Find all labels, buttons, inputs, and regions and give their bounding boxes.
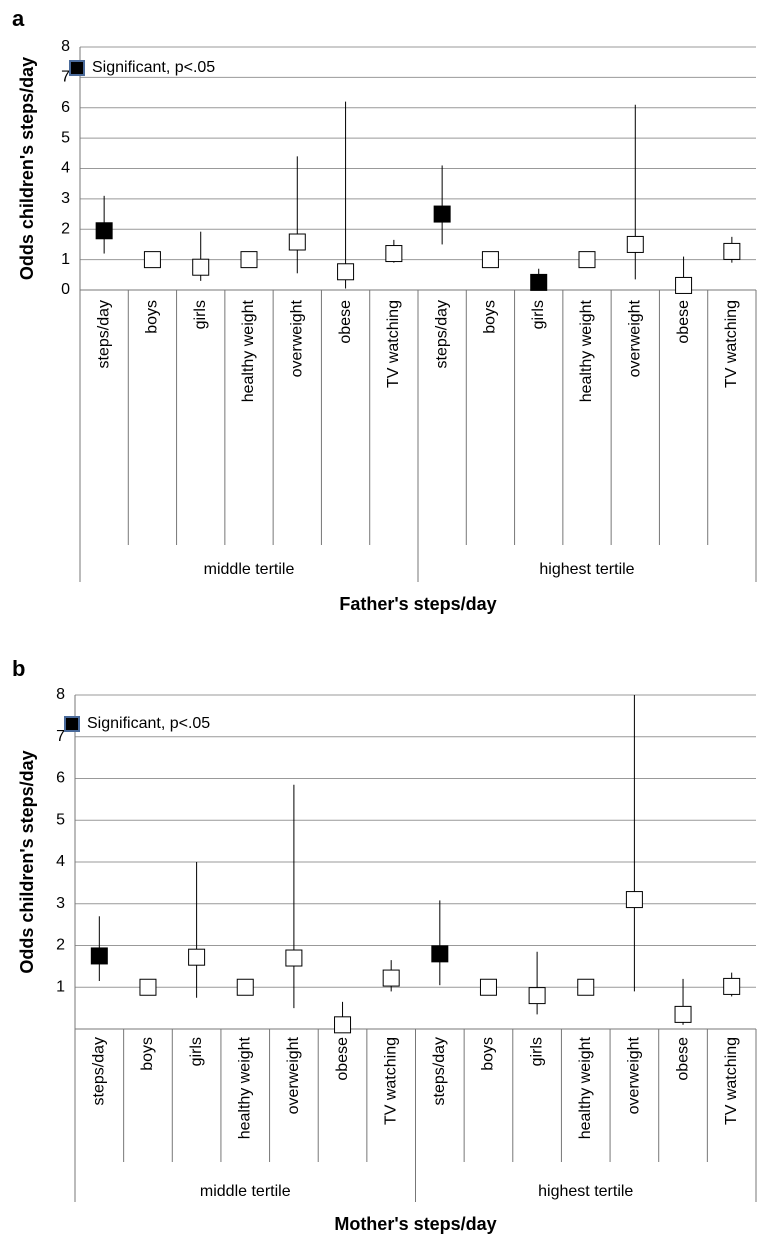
y-tick-label: 5 xyxy=(61,129,70,146)
y-axis-title: Odds children's steps/day xyxy=(17,750,37,973)
x-tick-label: boys xyxy=(139,1037,156,1071)
x-tick-label: boys xyxy=(144,300,161,334)
point xyxy=(285,949,303,967)
point xyxy=(143,251,161,269)
point xyxy=(382,969,400,987)
x-tick-label: obese xyxy=(674,1037,691,1081)
x-tick-label: boys xyxy=(482,300,499,334)
y-axis-title: Odds children's steps/day xyxy=(17,57,37,280)
point xyxy=(528,987,546,1005)
x-tick-label: boys xyxy=(480,1037,497,1071)
point xyxy=(192,258,210,276)
point xyxy=(626,235,644,253)
y-tick-label: 5 xyxy=(56,811,65,828)
x-tick-label: healthy weight xyxy=(236,1036,253,1139)
y-tick-label: 3 xyxy=(56,895,65,912)
x-tick-label: TV watching xyxy=(385,300,402,388)
x-tick-label: overweight xyxy=(289,299,306,377)
point xyxy=(479,978,497,996)
point xyxy=(431,945,449,963)
x-tick-label: girls xyxy=(192,300,209,329)
legend-label: Significant, p<.05 xyxy=(92,59,215,76)
point xyxy=(236,978,254,996)
x-tick-label: steps/day xyxy=(433,300,450,368)
x-tick-label: steps/day xyxy=(95,300,112,368)
x-tick-label: overweight xyxy=(285,1036,302,1114)
panel-label: b xyxy=(12,656,25,681)
point xyxy=(188,948,206,966)
point xyxy=(95,222,113,240)
x-tick-label: TV watching xyxy=(382,1037,399,1125)
y-tick-label: 3 xyxy=(61,190,70,207)
point xyxy=(675,276,693,294)
x-axis-title: Mother's steps/day xyxy=(334,1214,496,1234)
legend-swatch xyxy=(64,716,80,732)
x-tick-label: TV watching xyxy=(723,1037,740,1125)
group-label: middle tertile xyxy=(204,561,295,578)
y-tick-label: 8 xyxy=(56,686,65,703)
x-tick-label: overweight xyxy=(627,299,644,377)
x-tick-label: TV watching xyxy=(723,300,740,388)
point xyxy=(723,977,741,995)
point xyxy=(674,1005,692,1023)
y-tick-label: 1 xyxy=(61,251,70,268)
group-label: middle tertile xyxy=(200,1183,291,1200)
x-tick-label: girls xyxy=(528,1037,545,1066)
group-label: highest tertile xyxy=(538,1183,633,1200)
x-tick-label: girls xyxy=(530,300,547,329)
point xyxy=(577,978,595,996)
y-tick-label: 4 xyxy=(61,160,70,177)
x-tick-label: girls xyxy=(188,1037,205,1066)
x-tick-label: healthy weight xyxy=(578,299,595,402)
point xyxy=(530,273,548,291)
x-axis-title: Father's steps/day xyxy=(339,594,496,614)
point xyxy=(578,251,596,269)
point xyxy=(288,233,306,251)
point xyxy=(90,947,108,965)
x-tick-label: overweight xyxy=(626,1036,643,1114)
point xyxy=(385,245,403,263)
group-label: highest tertile xyxy=(539,561,634,578)
y-tick-label: 6 xyxy=(61,99,70,116)
point xyxy=(139,978,157,996)
point xyxy=(723,242,741,260)
point xyxy=(625,891,643,909)
y-tick-label: 4 xyxy=(56,853,65,870)
y-tick-label: 1 xyxy=(56,978,65,995)
point xyxy=(334,1016,352,1034)
legend-label: Significant, p<.05 xyxy=(87,715,210,732)
y-tick-label: 2 xyxy=(56,937,65,954)
y-tick-label: 6 xyxy=(56,770,65,787)
x-tick-label: obese xyxy=(675,300,692,344)
point xyxy=(337,263,355,281)
y-tick-label: 2 xyxy=(61,220,70,237)
point xyxy=(481,251,499,269)
y-tick-label: 7 xyxy=(61,69,70,86)
x-tick-label: steps/day xyxy=(91,1037,108,1105)
y-tick-label: 8 xyxy=(61,38,70,55)
x-tick-label: obese xyxy=(337,300,354,344)
y-tick-label: 7 xyxy=(56,728,65,745)
y-tick-label: 0 xyxy=(61,281,70,298)
x-tick-label: steps/day xyxy=(431,1037,448,1105)
point xyxy=(433,205,451,223)
x-tick-label: healthy weight xyxy=(577,1036,594,1139)
legend-swatch xyxy=(69,60,85,76)
panel-label: a xyxy=(12,6,25,31)
point xyxy=(240,251,258,269)
x-tick-label: obese xyxy=(334,1037,351,1081)
x-tick-label: healthy weight xyxy=(240,299,257,402)
